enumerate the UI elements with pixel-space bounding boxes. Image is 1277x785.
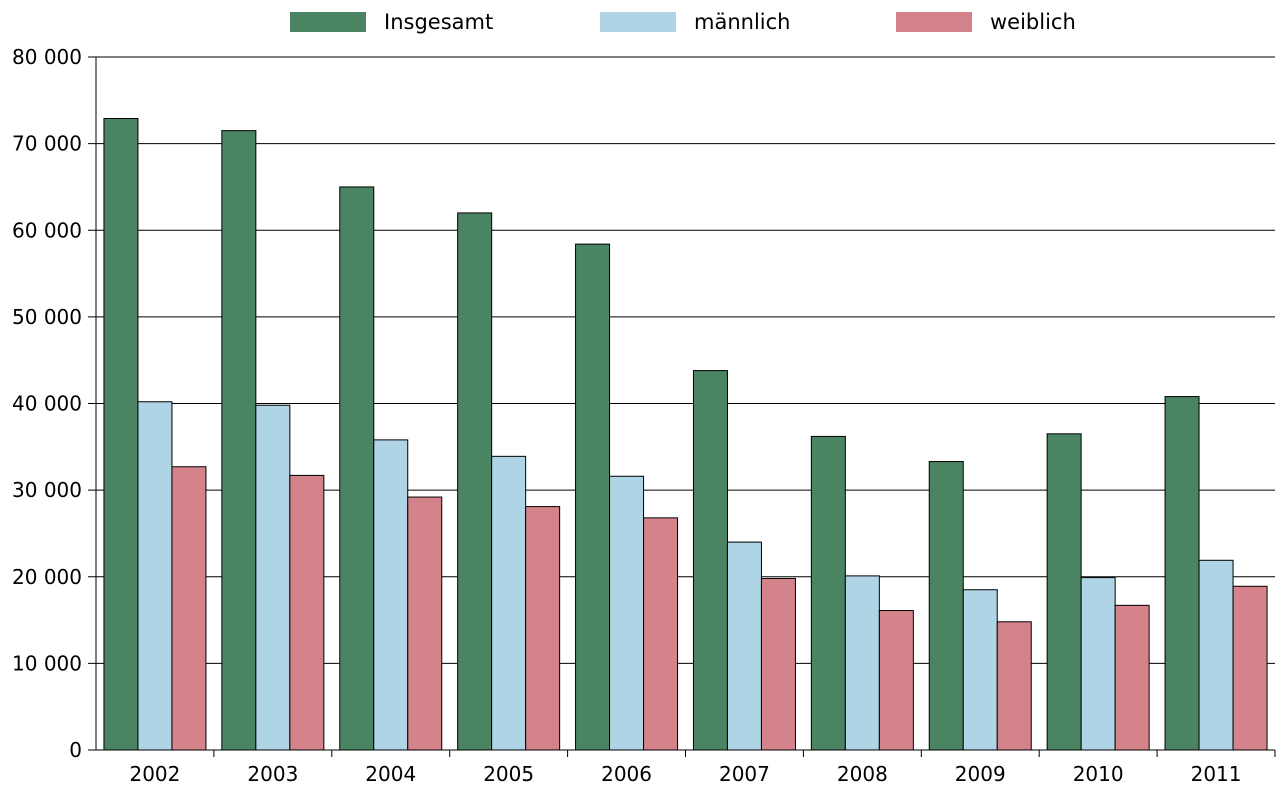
bar-insgesamt-2007 — [692, 370, 728, 751]
bar-insgesamt-2006 — [575, 243, 611, 751]
bar-weiblich-2003 — [289, 474, 325, 751]
bar-männlich-2009 — [962, 589, 998, 751]
y-tick-label: 30 000 — [12, 478, 82, 502]
bar-weiblich-2007 — [760, 577, 796, 751]
x-tick-label: 2011 — [1191, 762, 1242, 785]
legend-swatch-maennlich — [600, 12, 676, 32]
x-tick-label: 2005 — [483, 762, 534, 785]
legend-swatch-insgesamt — [290, 12, 366, 32]
bar-insgesamt-2005 — [457, 212, 493, 751]
x-tick-label: 2004 — [365, 762, 416, 785]
bar-insgesamt-2011 — [1164, 396, 1200, 751]
bar-weiblich-2010 — [1114, 604, 1150, 751]
y-tick-label: 0 — [69, 738, 82, 762]
y-tick-label: 20 000 — [12, 565, 82, 589]
bar-männlich-2003 — [255, 404, 291, 751]
y-tick-label: 80 000 — [12, 45, 82, 69]
bar-männlich-2002 — [137, 401, 173, 751]
x-tick-label: 2006 — [601, 762, 652, 785]
bar-männlich-2004 — [373, 439, 409, 751]
x-tick-label: 2002 — [129, 762, 180, 785]
bar-weiblich-2009 — [996, 621, 1032, 751]
x-tick-label: 2008 — [837, 762, 888, 785]
bar-insgesamt-2002 — [103, 118, 139, 751]
bar-männlich-2006 — [609, 475, 645, 751]
y-tick-label: 10 000 — [12, 651, 82, 675]
legend-item-insgesamt: Insgesamt — [290, 10, 493, 34]
legend-label-weiblich: weiblich — [990, 10, 1076, 34]
y-tick-label: 70 000 — [12, 132, 82, 156]
legend-swatch-weiblich — [896, 12, 972, 32]
bar-weiblich-2006 — [643, 517, 679, 751]
bar-insgesamt-2004 — [339, 186, 375, 751]
x-tick-label: 2007 — [719, 762, 770, 785]
bar-insgesamt-2010 — [1046, 433, 1082, 751]
x-tick-label: 2003 — [247, 762, 298, 785]
y-tick-label: 50 000 — [12, 305, 82, 329]
bar-insgesamt-2003 — [221, 130, 257, 751]
bar-männlich-2010 — [1080, 577, 1116, 751]
legend-label-maennlich: männlich — [694, 10, 791, 34]
x-tick-label: 2009 — [955, 762, 1006, 785]
y-tick-label: 60 000 — [12, 218, 82, 242]
bar-weiblich-2002 — [171, 466, 207, 751]
bar-weiblich-2005 — [525, 506, 561, 751]
bar-männlich-2008 — [844, 575, 880, 751]
bar-männlich-2007 — [726, 541, 762, 751]
bar-männlich-2005 — [491, 455, 527, 751]
legend-label-insgesamt: Insgesamt — [384, 10, 494, 34]
bar-weiblich-2008 — [878, 610, 914, 751]
legend-item-weiblich: weiblich — [896, 10, 1076, 34]
bar-weiblich-2011 — [1232, 585, 1268, 751]
bar-männlich-2011 — [1198, 559, 1234, 751]
bar-weiblich-2004 — [407, 496, 443, 751]
bar-insgesamt-2008 — [810, 435, 846, 751]
bar-insgesamt-2009 — [928, 461, 964, 751]
x-tick-label: 2010 — [1073, 762, 1124, 785]
y-tick-label: 40 000 — [12, 392, 82, 416]
legend-item-maennlich: männlich — [600, 10, 790, 34]
